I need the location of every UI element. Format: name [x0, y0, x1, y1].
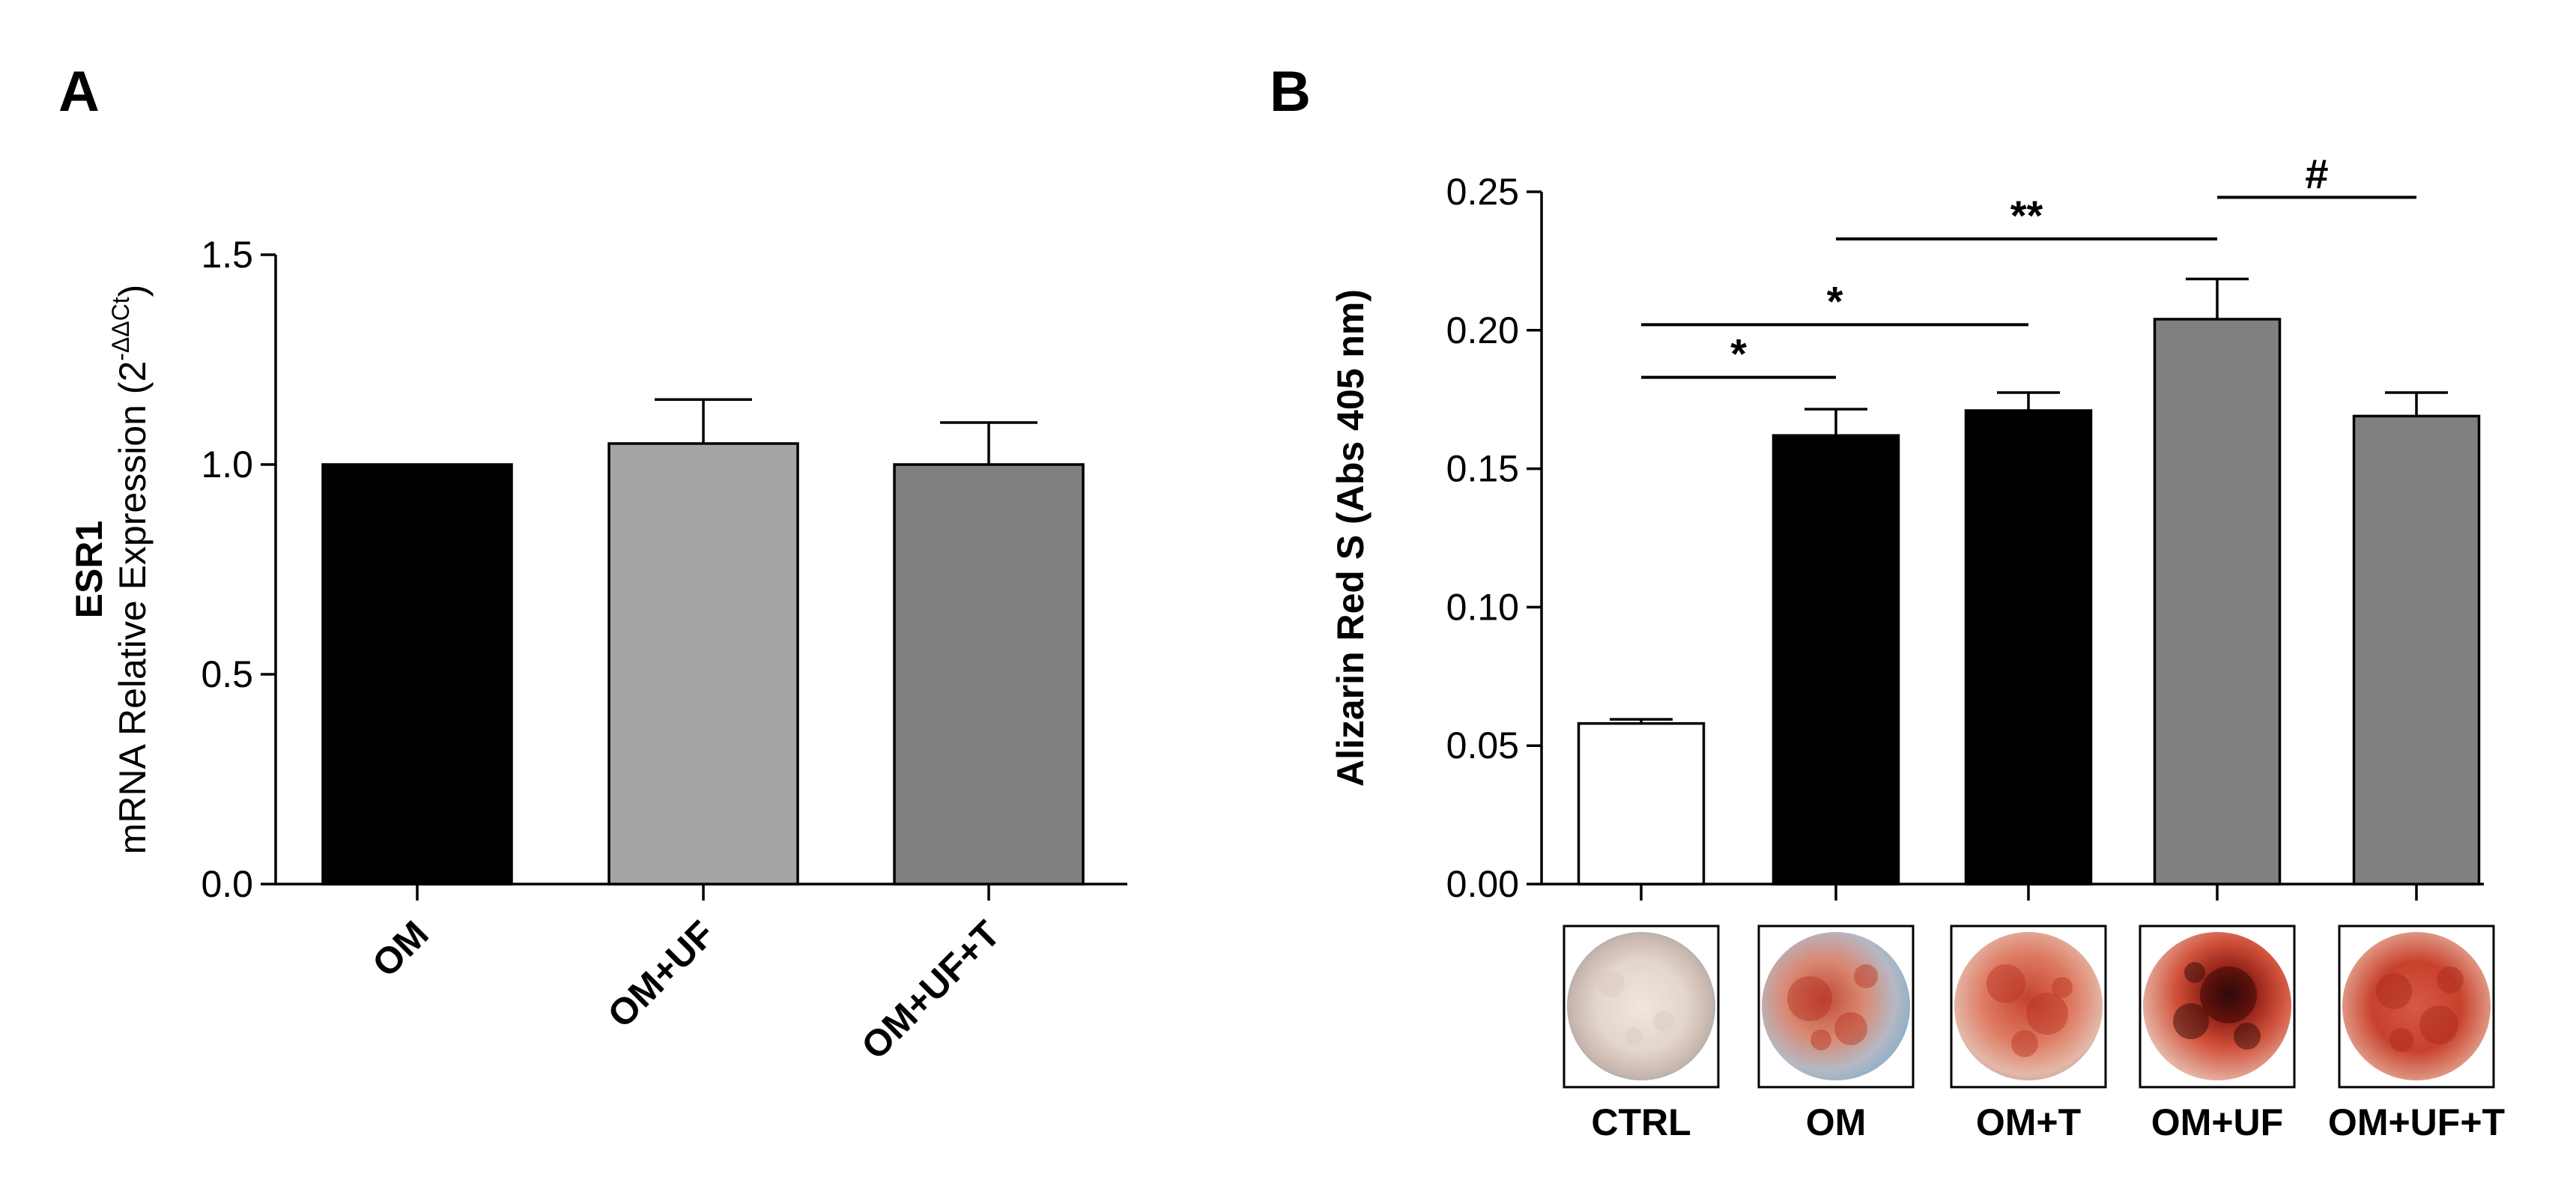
stain-spot	[1787, 976, 1832, 1021]
b-bar-om-uf-t	[2352, 414, 2481, 886]
stain-photo-om-t	[1950, 925, 2107, 1089]
a-y-tick-label: 0.5	[201, 653, 253, 695]
stain-spot	[2376, 973, 2412, 1009]
stain-spot	[1598, 970, 1625, 997]
chart-a-ylabel-close: )	[112, 285, 154, 297]
b-bar-ctrl	[1577, 721, 1706, 886]
b-category-label: CTRL	[1591, 1101, 1691, 1143]
stain-well	[1762, 932, 1910, 1080]
chart-b-significance-label: #	[2305, 150, 2328, 197]
b-category-label: OM	[1806, 1101, 1867, 1143]
a-bar-om-uf-t	[893, 463, 1085, 886]
b-category-label: OM+UF	[2151, 1101, 2283, 1143]
b-category-label: OM+T	[1976, 1101, 2081, 1143]
a-category-label: OM+UF+T	[853, 913, 1008, 1068]
chart-a-ylabel-text: mRNA Relative Expression (2-ΔΔCt)	[107, 285, 154, 855]
stain-photo-ctrl	[1563, 925, 1720, 1089]
a-category-label: OM	[364, 913, 437, 985]
stain-well	[2143, 932, 2291, 1080]
b-bar-om	[1772, 434, 1900, 886]
b-y-tick-label: 0.25	[1446, 171, 1519, 213]
panel-label-b: B	[1270, 60, 1311, 124]
stain-spot	[2011, 1030, 2038, 1057]
stain-spot	[2389, 1028, 2413, 1052]
stain-spot	[2184, 962, 2205, 983]
a-bar-om	[321, 463, 513, 886]
chart-a-ylabel-superscript: -ΔΔCt	[107, 297, 134, 361]
chart-b-significance-label: *	[1730, 330, 1747, 378]
chart-a: 0.0 0.5 1.0 1.5 OM OM+UF OM+UF+T ESR1 mRNA Re…	[68, 234, 1127, 1068]
chart-b-y-axis-title: Alizarin Red S (Abs 405 nm)	[1330, 289, 1372, 787]
stain-well	[1954, 932, 2103, 1080]
chart-a-ylabel-gene: ESR1	[68, 521, 110, 619]
chart-b: 0.000.050.100.150.200.25 ****# CTRL OM OM+…	[1330, 150, 2505, 1143]
a-bar-om-uf	[607, 442, 799, 886]
a-y-tick-label: 1.5	[201, 234, 253, 276]
panel-label-a: A	[58, 60, 100, 124]
stain-well	[1567, 932, 1715, 1080]
a-y-tick-label: 1.0	[201, 444, 253, 485]
stain-spot	[2026, 993, 2068, 1035]
stain-spot	[1653, 1011, 1674, 1032]
stain-well	[2342, 932, 2491, 1080]
stain-spot	[2052, 977, 2073, 998]
stain-spot	[2200, 966, 2257, 1023]
b-y-tick-label: 0.05	[1446, 724, 1519, 766]
stain-spot	[1834, 1012, 1867, 1045]
stain-spot	[2437, 966, 2464, 993]
b-y-tick-label: 0.20	[1446, 309, 1519, 351]
stain-spot	[1625, 1027, 1643, 1045]
stain-spot	[1986, 964, 2025, 1003]
b-y-tick-label: 0.15	[1446, 448, 1519, 490]
b-bar-om-uf	[2153, 318, 2282, 886]
stain-spot	[2419, 1005, 2458, 1044]
b-y-tick-label: 0.00	[1446, 863, 1519, 905]
stain-spot	[2234, 1023, 2261, 1050]
chart-b-significance-label: **	[2010, 192, 2043, 239]
a-y-tick-label: 0.0	[201, 863, 253, 905]
b-y-tick-label: 0.10	[1446, 586, 1519, 628]
stain-photo-om	[1757, 925, 1915, 1089]
chart-a-ylabel-main: mRNA Relative Expression (2	[112, 361, 154, 855]
stain-spot	[1810, 1029, 1831, 1050]
stain-spot	[2173, 1003, 2209, 1039]
b-bar-om-t	[1964, 409, 2093, 886]
a-category-label: OM+UF	[599, 913, 722, 1035]
chart-a-y-axis-title: ESR1 mRNA Relative Expression (2-ΔΔCt)	[68, 285, 154, 855]
stain-spot	[1854, 964, 1878, 988]
stain-photo-om-uf	[2139, 925, 2296, 1089]
stain-photo-om-uf-t	[2338, 925, 2495, 1089]
b-category-label: OM+UF+T	[2328, 1101, 2505, 1143]
chart-b-significance-label: *	[1827, 277, 1843, 324]
